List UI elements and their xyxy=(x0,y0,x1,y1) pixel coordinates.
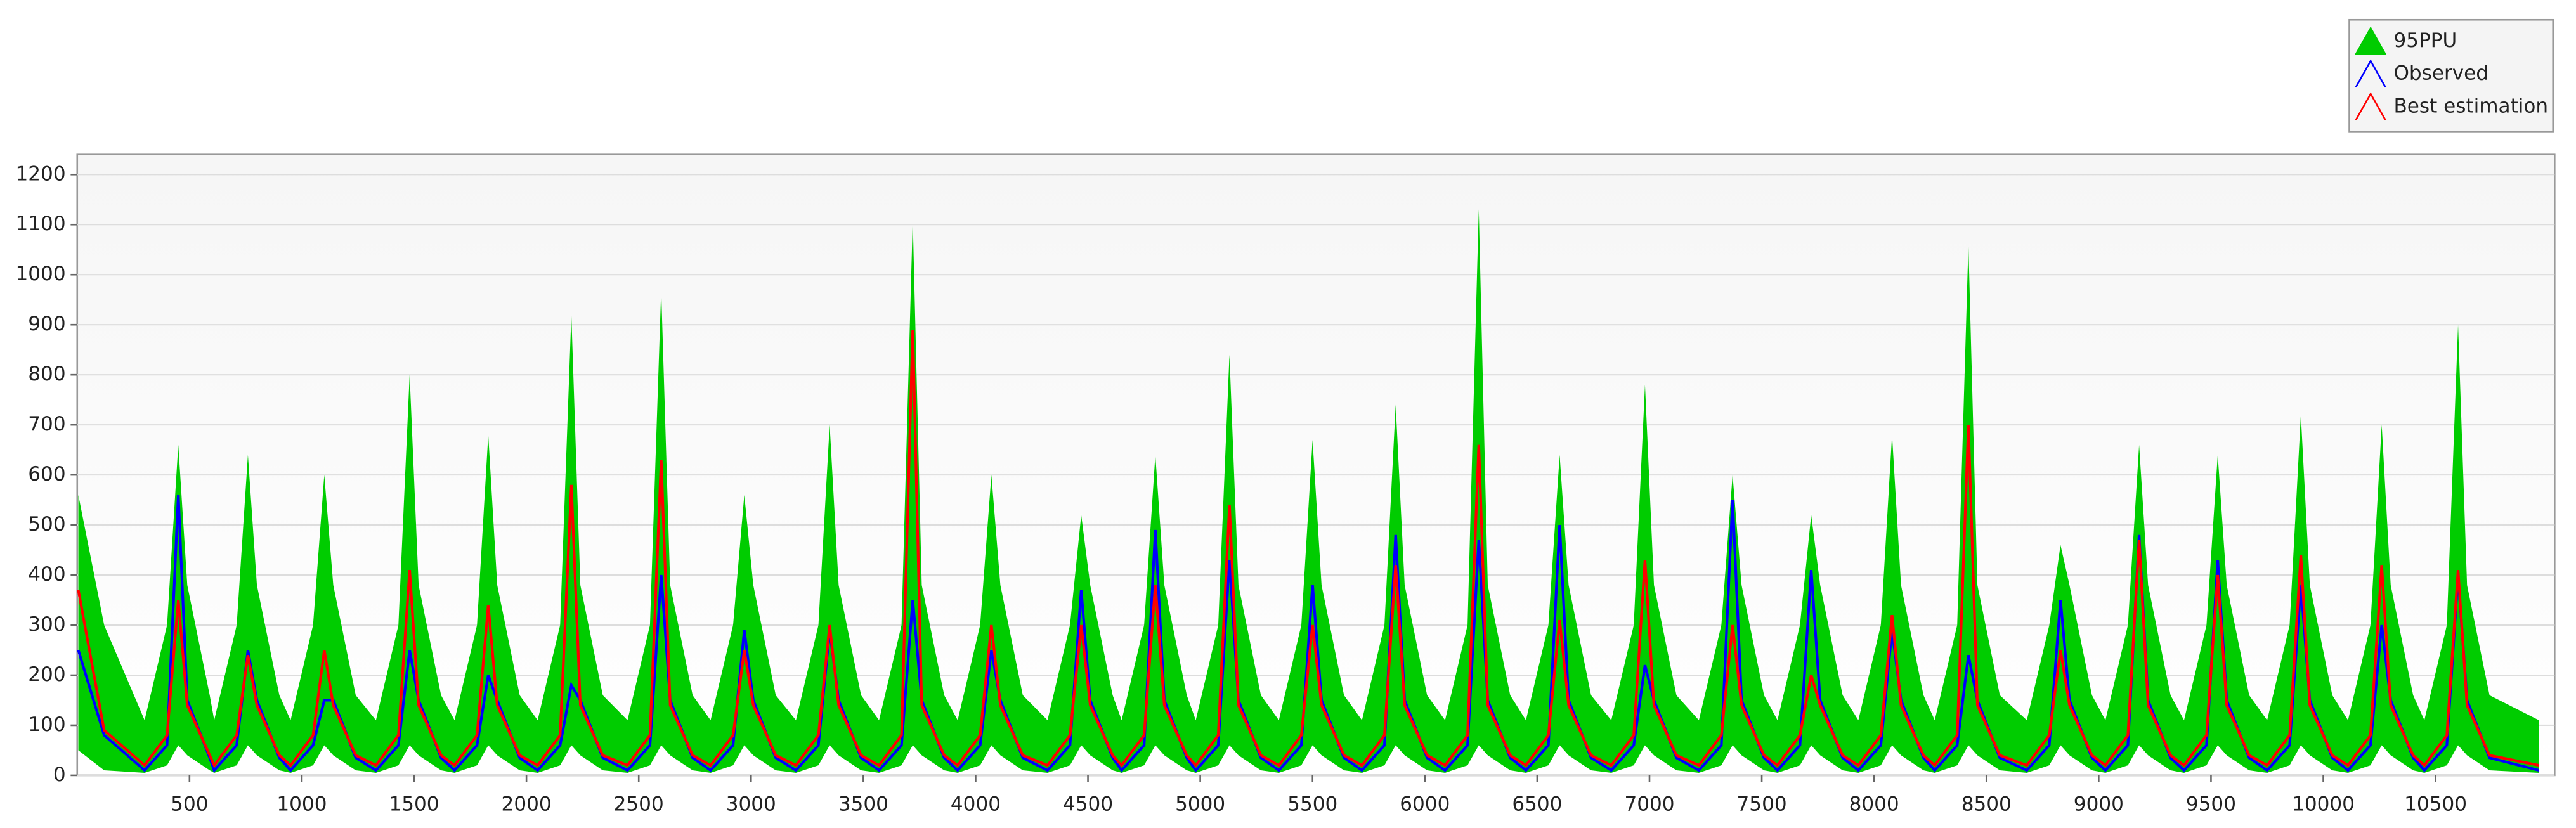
x-tick-label: 6500 xyxy=(1512,793,1562,816)
x-tick-label: 9500 xyxy=(2186,793,2236,816)
y-tick-label: 1200 xyxy=(16,162,66,185)
legend-label: 95PPU xyxy=(2393,29,2457,52)
y-tick-label: 900 xyxy=(28,313,65,335)
legend-box xyxy=(2348,18,2554,133)
x-tick-label: 4500 xyxy=(1063,793,1113,816)
x-tick-label: 500 xyxy=(171,793,208,816)
x-tick-label: 3500 xyxy=(838,793,888,816)
y-tick-label: 700 xyxy=(28,413,65,436)
y-tick-label: 400 xyxy=(28,563,65,586)
y-tick-label: 500 xyxy=(28,513,65,536)
x-tick-label: 7500 xyxy=(1737,793,1787,816)
series-line xyxy=(77,495,2540,773)
y-tick-label: 1100 xyxy=(16,212,66,235)
x-tick-label: 7000 xyxy=(1624,793,1674,816)
legend-label: Best estimation xyxy=(2393,95,2548,118)
x-tick-label: 10500 xyxy=(2404,793,2467,816)
y-tick-label: 600 xyxy=(28,463,65,486)
x-tick-label: 4000 xyxy=(951,793,1001,816)
x-tick-label: 2500 xyxy=(614,793,664,816)
x-tick-label: 1000 xyxy=(276,793,327,816)
legend-swatch xyxy=(2355,59,2386,88)
x-tick-label: 5500 xyxy=(1287,793,1337,816)
x-tick-label: 3000 xyxy=(726,793,776,816)
x-tick-label: 1500 xyxy=(389,793,439,816)
y-tick-label: 1000 xyxy=(16,262,66,285)
y-tick-label: 200 xyxy=(28,663,65,686)
x-tick-label: 8500 xyxy=(1961,793,2012,816)
series-line xyxy=(77,330,2539,768)
x-tick-label: 2000 xyxy=(502,793,552,816)
x-tick-label: 5000 xyxy=(1175,793,1225,816)
y-tick-label: 800 xyxy=(28,363,65,385)
y-tick-label: 0 xyxy=(53,763,66,786)
x-tick-label: 8000 xyxy=(1849,793,1899,816)
legend-swatch xyxy=(2354,26,2387,55)
x-tick-label: 10000 xyxy=(2292,793,2355,816)
legend-label: Observed xyxy=(2393,62,2488,85)
x-tick-label: 6000 xyxy=(1400,793,1450,816)
plot xyxy=(70,173,2555,782)
legend: 95PPU Observed Best estimation xyxy=(2348,18,2554,133)
y-tick-label: 100 xyxy=(28,713,65,736)
x-tick-label: 9000 xyxy=(2074,793,2124,816)
y-tick-label: 300 xyxy=(28,613,65,636)
legend-swatch xyxy=(2355,92,2386,120)
